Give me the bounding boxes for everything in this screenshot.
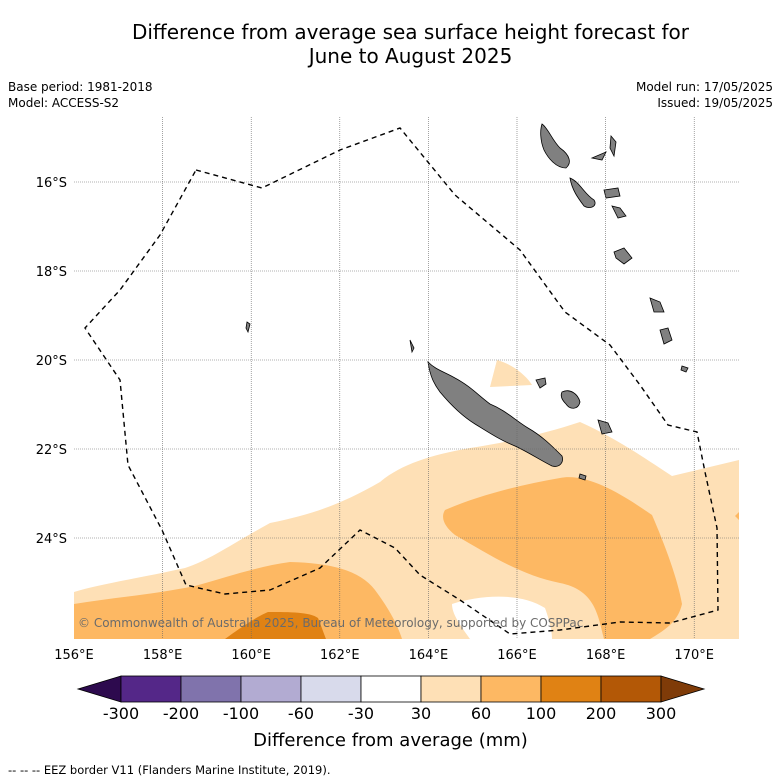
colorbar-tick-label: -30 — [347, 704, 375, 723]
issued-date: Issued: 19/05/2025 — [657, 96, 773, 110]
longitude-label: 158°E — [143, 648, 183, 663]
colorbar-extend-low — [76, 675, 122, 703]
colorbar — [76, 675, 706, 703]
matthew-island — [680, 365, 689, 373]
left-metadata: Base period: 1981-2018 Model: ACCESS-S2 — [8, 79, 153, 111]
colorbar-segment — [540, 675, 602, 703]
chesterfield-islet — [245, 321, 251, 334]
walpole-island — [578, 473, 587, 481]
latitude-label: 24°S — [36, 532, 67, 547]
longitude-label: 156°E — [54, 648, 94, 663]
longitude-label: 166°E — [497, 648, 537, 663]
colorbar-tick-label: 30 — [410, 704, 432, 723]
colorbar-tick-label: -200 — [162, 704, 200, 723]
colorbar-segment — [240, 675, 302, 703]
colorbar-extend-high — [660, 675, 706, 703]
latitude-label: 20°S — [36, 354, 67, 369]
colorbar-tick-label: -100 — [222, 704, 260, 723]
longitude-label: 160°E — [231, 648, 271, 663]
colorbar-segment — [300, 675, 362, 703]
neutral-zone-south — [452, 596, 552, 639]
longitude-label: 170°E — [674, 648, 714, 663]
latitude-label: 18°S — [36, 265, 67, 280]
longitude-label: 164°E — [409, 648, 449, 663]
colorbar-labels: -300 -200 -100 -60 -30 30 60 100 200 300 — [0, 704, 781, 724]
vanuatu-island-5 — [603, 187, 621, 199]
colorbar-title: Difference from average (mm) — [253, 730, 528, 751]
belep-islands — [409, 339, 415, 354]
colorbar-tick-label: 100 — [525, 704, 557, 723]
title-line-1: Difference from average sea surface heig… — [131, 20, 690, 44]
colorbar-tick-label: 300 — [645, 704, 677, 723]
gridlines — [74, 117, 739, 639]
vanuatu-tanna — [649, 297, 665, 313]
new-caledonia — [427, 360, 563, 467]
vanuatu-espiritu-santo — [540, 123, 570, 169]
colorbar-tick-label: -300 — [102, 704, 140, 723]
longitude-labels: 156°E 158°E 160°E 162°E 164°E 166°E 168°E 170°E — [54, 648, 714, 663]
copyright-notice: © Commonwealth of Australia 2025, Bureau… — [78, 616, 583, 630]
land-masses — [245, 123, 689, 481]
model-name: Model: ACCESS-S2 — [8, 96, 120, 110]
model-run: Model run: 17/05/2025 — [635, 80, 773, 94]
vanuatu-island-2 — [590, 151, 607, 161]
base-period: Base period: 1981-2018 — [8, 80, 153, 94]
vanuatu-island-3 — [609, 134, 617, 158]
map-title: Difference from average sea surface heig… — [0, 20, 781, 68]
colorbar-segment — [420, 675, 482, 703]
anomaly-zone-60-100-south — [74, 562, 402, 639]
vanuatu-aneityum — [659, 327, 673, 345]
latitude-labels: 16°S 18°S 20°S 22°S 24°S — [36, 176, 67, 547]
latitude-label: 16°S — [36, 176, 67, 191]
map-area — [74, 123, 739, 639]
anomaly-zone-100-200 — [225, 612, 326, 639]
longitude-label: 162°E — [320, 648, 360, 663]
title-line-2: June to August 2025 — [308, 44, 513, 68]
colorbar-segment — [480, 675, 542, 703]
latitude-label: 22°S — [36, 443, 67, 458]
colorbar-segment — [120, 675, 182, 703]
anomaly-zone-60-100-edge — [735, 512, 739, 520]
anomaly-zone-60-100-east — [443, 477, 682, 639]
colorbar-tick-label: 200 — [585, 704, 617, 723]
vanuatu-island-6 — [611, 205, 627, 219]
colorbar-tick-label: 60 — [470, 704, 492, 723]
colorbar-segment — [600, 675, 662, 703]
anomaly-patch-north — [490, 360, 532, 387]
vanuatu-malakula — [569, 177, 596, 208]
loyalty-island-3 — [597, 419, 613, 435]
loyalty-island-1 — [535, 377, 547, 389]
longitude-label: 168°E — [586, 648, 626, 663]
colorbar-segment — [360, 675, 422, 703]
eez-border — [84, 127, 719, 635]
loyalty-island-2 — [560, 390, 581, 409]
right-metadata: Model run: 17/05/2025 Issued: 19/05/2025 — [636, 79, 773, 111]
vanuatu-efate — [613, 247, 633, 265]
eez-legend-note: -- -- -- EEZ border V11 (Flanders Marine… — [8, 763, 331, 777]
colorbar-segment — [180, 675, 242, 703]
colorbar-tick-label: -60 — [287, 704, 315, 723]
